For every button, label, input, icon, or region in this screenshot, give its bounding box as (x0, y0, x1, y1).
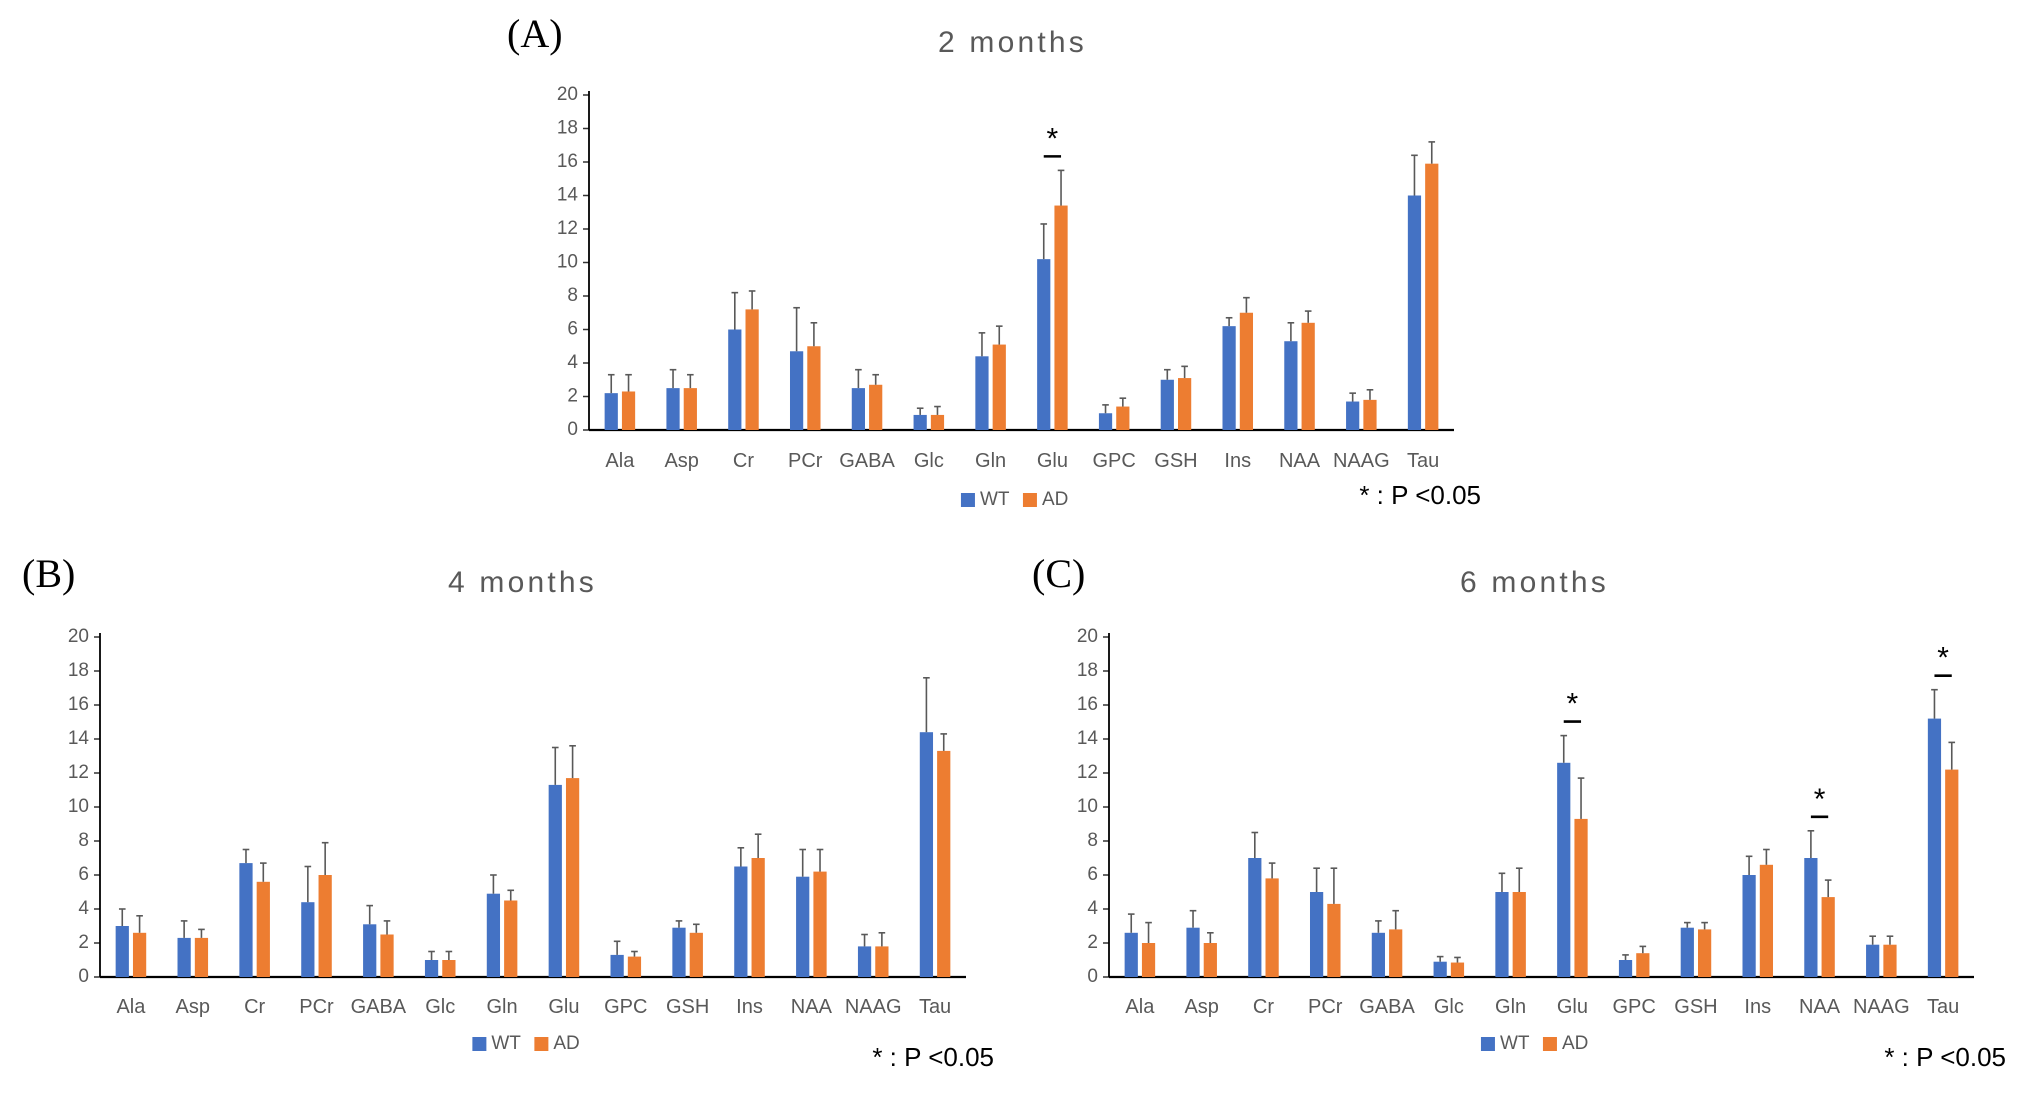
svg-text:Glc: Glc (1434, 996, 1464, 1018)
svg-text:16: 16 (1077, 694, 1098, 715)
svg-text:GPC: GPC (1613, 996, 1656, 1018)
svg-text:Gln: Gln (1495, 996, 1526, 1018)
svg-text:Tau: Tau (1927, 996, 1959, 1018)
svg-text:6: 6 (1087, 864, 1098, 885)
svg-text:GSH: GSH (1674, 996, 1717, 1018)
svg-text:8: 8 (1087, 830, 1098, 851)
svg-text:*: * (1567, 688, 1579, 721)
svg-text:NAAG: NAAG (1853, 996, 1910, 1018)
svg-text:AD: AD (1562, 1033, 1588, 1054)
svg-text:14: 14 (1077, 728, 1099, 749)
svg-text:18: 18 (1077, 660, 1098, 681)
svg-text:0: 0 (1087, 966, 1098, 987)
svg-text:10: 10 (1077, 796, 1098, 817)
svg-text:*: * (1937, 642, 1949, 675)
svg-text:WT: WT (1500, 1033, 1530, 1054)
svg-text:12: 12 (1077, 762, 1098, 783)
svg-text:PCr: PCr (1308, 996, 1343, 1018)
svg-text:Ins: Ins (1744, 996, 1771, 1018)
svg-text:GABA: GABA (1359, 996, 1415, 1018)
svg-text:20: 20 (1077, 626, 1098, 647)
svg-text:Glu: Glu (1557, 996, 1588, 1018)
svg-text:NAA: NAA (1799, 996, 1841, 1018)
svg-text:Ala: Ala (1125, 996, 1155, 1018)
svg-text:2: 2 (1087, 932, 1098, 953)
svg-text:*: * (1814, 783, 1826, 816)
svg-text:* : P <0.05: * : P <0.05 (1884, 1042, 2006, 1072)
svg-text:Asp: Asp (1184, 996, 1218, 1018)
svg-text:Cr: Cr (1253, 996, 1274, 1018)
svg-text:4: 4 (1087, 898, 1098, 919)
